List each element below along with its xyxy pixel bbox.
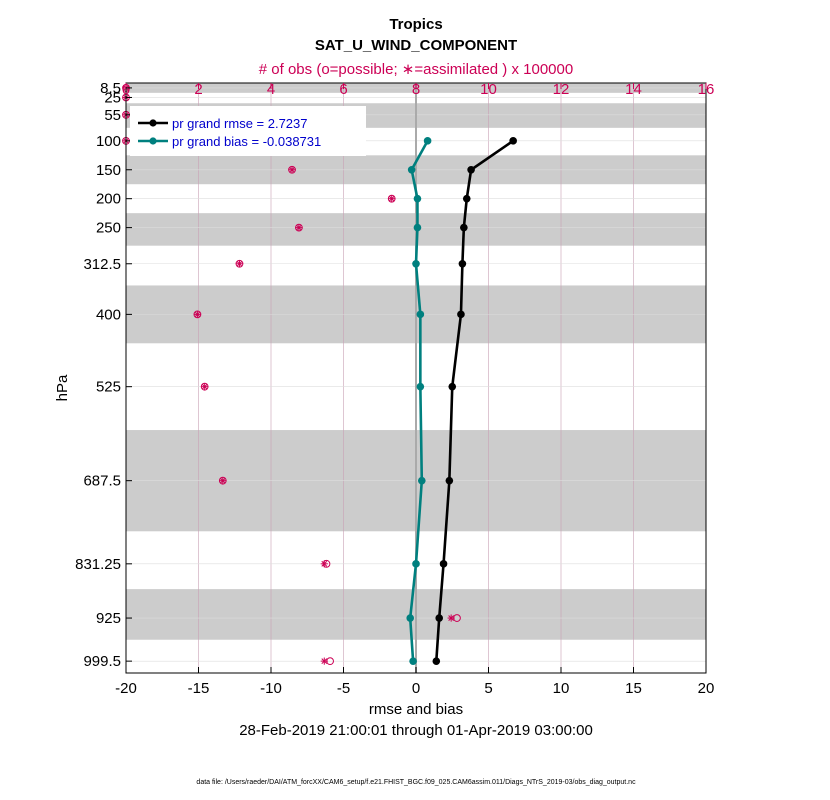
obs-assimilated-marker-8	[193, 310, 202, 318]
rmse-point-10	[432, 657, 441, 665]
top-tick-label-3: 6	[339, 81, 347, 98]
x-tick-label-8: 20	[698, 680, 715, 697]
bias-point-0	[423, 137, 432, 145]
obs-assimilated-marker-4-stroke	[289, 166, 295, 173]
bias-point-4	[412, 259, 420, 268]
x-tick-label-1: -15	[188, 680, 210, 697]
x-tick-label-6: 10	[553, 680, 570, 697]
x-tick-label-7: 15	[625, 680, 642, 697]
x-tick-label-3: -5	[337, 680, 350, 697]
legend-box	[130, 106, 366, 156]
y-tick-label-5: 200	[96, 191, 121, 208]
bias-point-10	[409, 657, 417, 665]
rmse-point-1	[467, 165, 475, 174]
bias-point-9	[406, 614, 415, 622]
y-tick-label-11: 831.25	[75, 556, 121, 573]
obs-assimilated-marker-7	[235, 260, 244, 268]
data-file-footnote: data file: /Users/raeder/DAI/ATM_forcXX/…	[196, 779, 636, 786]
y-tick-label-1: 25	[104, 89, 121, 106]
y-tick-label-10: 687.5	[83, 473, 121, 490]
legend-bias-marker	[149, 137, 157, 145]
x-axis-label: rmse and bias	[369, 701, 463, 718]
rmse-point-7	[445, 476, 454, 485]
top-axis-label: # of obs (o=possible; ∗=assimilated ) x …	[259, 61, 573, 78]
rmse-point-2	[462, 194, 471, 203]
top-tick-label-8: 16	[698, 81, 715, 98]
legend-rmse-marker	[149, 119, 157, 127]
y-tick-label-0: 8.5	[100, 80, 121, 97]
obs-assimilated-marker-6	[295, 224, 303, 232]
obs-assimilated-marker-10	[219, 477, 227, 485]
obs-assimilated-marker-5-stroke	[388, 195, 395, 202]
top-tick-label-7: 14	[625, 81, 642, 98]
obs-assimilated-marker-9-stroke	[201, 383, 208, 390]
obs-assimilated-marker-13	[320, 657, 328, 665]
y-tick-label-12: 925	[96, 610, 121, 627]
obs-assimilated-marker-7-stroke	[236, 260, 243, 267]
top-tick-label-0: 0	[122, 81, 130, 98]
y-tick-label-7: 312.5	[83, 256, 121, 273]
y-tick-label-13: 999.5	[83, 653, 121, 670]
obs-assimilated-marker-9	[201, 383, 209, 391]
obs-assimilated-marker-4	[288, 166, 296, 174]
x-tick-label-5: 5	[484, 680, 492, 697]
bias-point-3	[413, 223, 422, 232]
x-tick-label-4: 0	[412, 680, 420, 697]
obs-count-markers	[122, 84, 461, 666]
top-axis-ticks: 0 2 4 6 8 10 12 14 16	[122, 81, 715, 98]
chart-title: Tropics	[389, 16, 442, 33]
bias-point-8	[412, 560, 420, 568]
bias-point-2	[413, 194, 422, 203]
rmse-point-6	[448, 382, 457, 391]
obs-assimilated-marker-8-stroke	[194, 311, 201, 318]
y-tick-label-8: 400	[96, 306, 121, 323]
date-range-label: 28-Feb-2019 21:00:01 through 01-Apr-2019…	[239, 722, 593, 739]
rmse-point-0	[509, 137, 517, 145]
x-tick-label-2: -10	[260, 680, 282, 697]
y-axis-label: hPa	[54, 374, 71, 401]
x-tick-label-0: -20	[115, 680, 137, 697]
top-tick-label-6: 12	[553, 81, 570, 98]
top-tick-label-5: 10	[480, 81, 497, 98]
rmse-point-3	[460, 223, 468, 232]
rmse-point-9	[435, 614, 444, 622]
bias-point-7	[418, 476, 426, 485]
bias-point-1	[407, 165, 416, 174]
legend-bias-label: pr grand bias = -0.038731	[172, 134, 321, 149]
top-tick-label-1: 2	[194, 81, 202, 98]
y-tick-label-6: 250	[96, 220, 121, 237]
obs-assimilated-marker-5	[388, 195, 396, 203]
chart-subtitle: SAT_U_WIND_COMPONENT	[315, 37, 517, 54]
rmse-point-5	[457, 310, 465, 319]
obs-assimilated-marker-10-stroke	[219, 477, 226, 484]
bias-point-6	[416, 382, 425, 391]
top-tick-label-2: 4	[267, 81, 275, 98]
rmse-point-4	[458, 259, 467, 268]
series-layer	[406, 137, 517, 665]
obs-assimilated-marker-12	[447, 614, 455, 622]
obs-assimilated-marker-12-stroke	[448, 615, 455, 621]
y-tick-label-4: 150	[96, 162, 121, 179]
top-tick-label-4: 8	[412, 81, 420, 98]
bias-point-5	[416, 310, 425, 319]
obs-assimilated-marker-11	[320, 560, 328, 568]
legend-rmse-label: pr grand rmse = 2.7237	[172, 116, 308, 131]
y-tick-label-3: 100	[96, 133, 121, 150]
y-tick-label-2: 55	[104, 107, 121, 124]
rmse-point-8	[439, 560, 448, 568]
obs-assimilated-marker-11-stroke	[321, 560, 328, 567]
obs-assimilated-marker-13-stroke	[321, 658, 328, 665]
bottom-axis-ticks: -20 -15 -10 -5 0 5 10 15 20	[115, 667, 714, 697]
obs-assimilated-marker-6-stroke	[296, 224, 302, 231]
y-tick-label-9: 525	[96, 379, 121, 396]
legend: pr grand rmse = 2.7237 pr grand bias = -0…	[130, 106, 366, 156]
